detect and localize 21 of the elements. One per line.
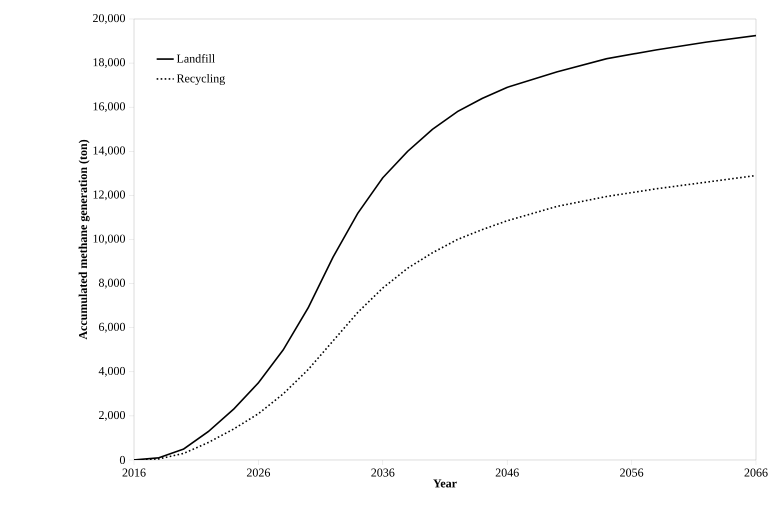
y-tick-label: 12,000 bbox=[94, 190, 126, 200]
y-tick-label: 6,000 bbox=[98, 322, 126, 333]
x-tick-label: 2026 bbox=[246, 468, 270, 477]
legend-label: Recycling bbox=[176, 74, 225, 85]
x-tick-label: 2046 bbox=[496, 468, 519, 477]
y-tick-label: 2,000 bbox=[99, 410, 126, 421]
x-tick-label: 2036 bbox=[371, 468, 394, 477]
x-tick-label: 2016 bbox=[122, 468, 146, 477]
y-tick-label: 0 bbox=[120, 456, 126, 464]
y-tick-label: 16,000 bbox=[94, 102, 126, 112]
x-axis-title: Year bbox=[433, 479, 457, 488]
y-axis-title: Accumulated methane generation (ton) bbox=[78, 140, 90, 340]
y-tick-label: 14,000 bbox=[94, 146, 126, 156]
x-tick-label: 2066 bbox=[744, 468, 768, 477]
y-tick-label: 10,000 bbox=[94, 234, 126, 244]
y-tick-label: 8,000 bbox=[98, 278, 126, 289]
y-tick-label: 20,000 bbox=[93, 14, 126, 24]
legend-label: Landfill bbox=[176, 54, 215, 63]
y-tick-label: 4,000 bbox=[98, 366, 126, 377]
y-tick-label: 18,000 bbox=[94, 58, 126, 68]
x-tick-label: 2056 bbox=[620, 468, 644, 477]
